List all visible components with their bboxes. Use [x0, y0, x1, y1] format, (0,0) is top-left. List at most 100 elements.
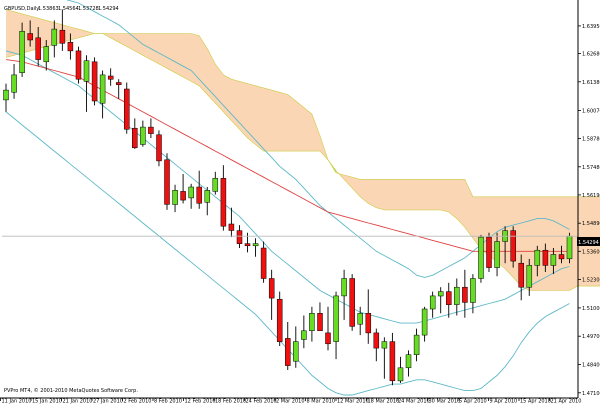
candle [212, 171, 219, 195]
candle [317, 302, 323, 331]
candle-body [301, 330, 307, 340]
y-tick-label: 1.63950 [582, 24, 600, 30]
candle-body [11, 74, 17, 93]
candle [140, 120, 146, 147]
x-tick-label: 21 Jan 2010 [63, 399, 93, 405]
candle [446, 282, 452, 318]
candle-body [83, 60, 90, 82]
x-tick-label: 18 Feb 2010 [215, 399, 246, 405]
candle [413, 328, 420, 362]
candle [43, 40, 50, 71]
candle-body [268, 278, 275, 299]
candle-body [27, 33, 33, 41]
x-axis-ticks: 11 Jan 2010 15 Jan 2010 21 Jan 2010 27 Jan … [0, 398, 581, 405]
candle [389, 332, 396, 386]
candle [260, 241, 267, 283]
y-tick-label: 1.58780 [582, 137, 600, 143]
ichimoku-cloud [5, 9, 600, 291]
y-tick-label: 1.57480 [582, 165, 600, 171]
candle [220, 165, 227, 231]
candle-body [3, 89, 9, 101]
candle-body [140, 126, 146, 145]
candle [325, 306, 331, 351]
x-tick-label: 11 Jan 2010 [2, 399, 32, 405]
candle-body [341, 278, 347, 297]
y-tick-label: 1.52300 [582, 278, 600, 284]
candle-body [180, 191, 186, 201]
candle-body [293, 341, 299, 362]
candle-body [236, 230, 243, 244]
candle-body [164, 159, 170, 205]
y-tick-label: 1.56190 [582, 193, 600, 199]
candle [35, 27, 41, 67]
candle [405, 350, 412, 377]
candle-body [252, 243, 259, 247]
candle-body [550, 254, 557, 266]
candle-body [43, 46, 50, 63]
candle-body [494, 241, 500, 268]
candle [67, 33, 74, 60]
candle-body [437, 291, 444, 297]
candle-body [132, 127, 138, 149]
candle-body [365, 313, 372, 334]
candle-body [309, 313, 315, 331]
x-tick-label: 12 Feb 2010 [185, 399, 216, 405]
candle-body [566, 235, 573, 260]
candle [228, 207, 235, 238]
copyright-label: PVPro MT4, © 2001-2010 MetaQuotes Softwa… [4, 387, 138, 394]
candle-body [91, 61, 98, 102]
candle-body [228, 223, 235, 231]
candle [301, 315, 307, 349]
ohlc-low: 1.53728 [78, 6, 99, 12]
x-tick-label: 15 Jan 2010 [32, 399, 62, 405]
candle-body [220, 178, 227, 227]
candle-body [35, 37, 41, 60]
candle-body [526, 265, 533, 288]
chart-header: GBPUSD,Daily 1.53863 1.54564 1.53728 1.5… [4, 6, 119, 12]
candle-body [196, 186, 202, 204]
candle [429, 291, 436, 318]
candle-body [99, 74, 106, 104]
candle-body [19, 31, 25, 73]
candle [421, 306, 428, 342]
candle [124, 82, 130, 134]
candle [27, 20, 33, 47]
candle [494, 232, 500, 277]
candle [486, 232, 492, 272]
price-tag-label: 1.54294 [578, 240, 599, 246]
candle-body [478, 236, 484, 279]
candle [526, 258, 533, 296]
candle-body [470, 278, 476, 303]
candle-body [486, 236, 492, 268]
x-tick-label: 12 Mar 2010 [337, 399, 369, 405]
candle-body [75, 50, 82, 80]
candle [542, 243, 549, 272]
candle-body [115, 82, 122, 85]
candle-body [317, 313, 323, 331]
candle-body [510, 230, 516, 262]
candle-body [413, 334, 420, 355]
candle [75, 46, 82, 84]
candle [309, 306, 315, 342]
candle-body [429, 295, 436, 310]
candle [454, 278, 460, 316]
candle [148, 118, 154, 138]
y-tick-label: 1.47100 [582, 391, 600, 397]
candle [470, 274, 476, 314]
x-tick-label: 30 Mar 2010 [429, 399, 461, 405]
candle-body [244, 243, 251, 247]
x-tick-label: 8 Mar 2010 [307, 399, 336, 405]
candle [115, 79, 122, 99]
candle-body [542, 249, 549, 266]
candle [462, 269, 468, 318]
cloud-span-b-line [5, 33, 600, 291]
candle-body [558, 254, 565, 260]
candle-body [51, 28, 58, 46]
candle [180, 174, 186, 204]
candle [550, 248, 557, 275]
bollinger-upper-line [65, 0, 570, 278]
candle [172, 184, 178, 213]
candle [51, 20, 58, 58]
